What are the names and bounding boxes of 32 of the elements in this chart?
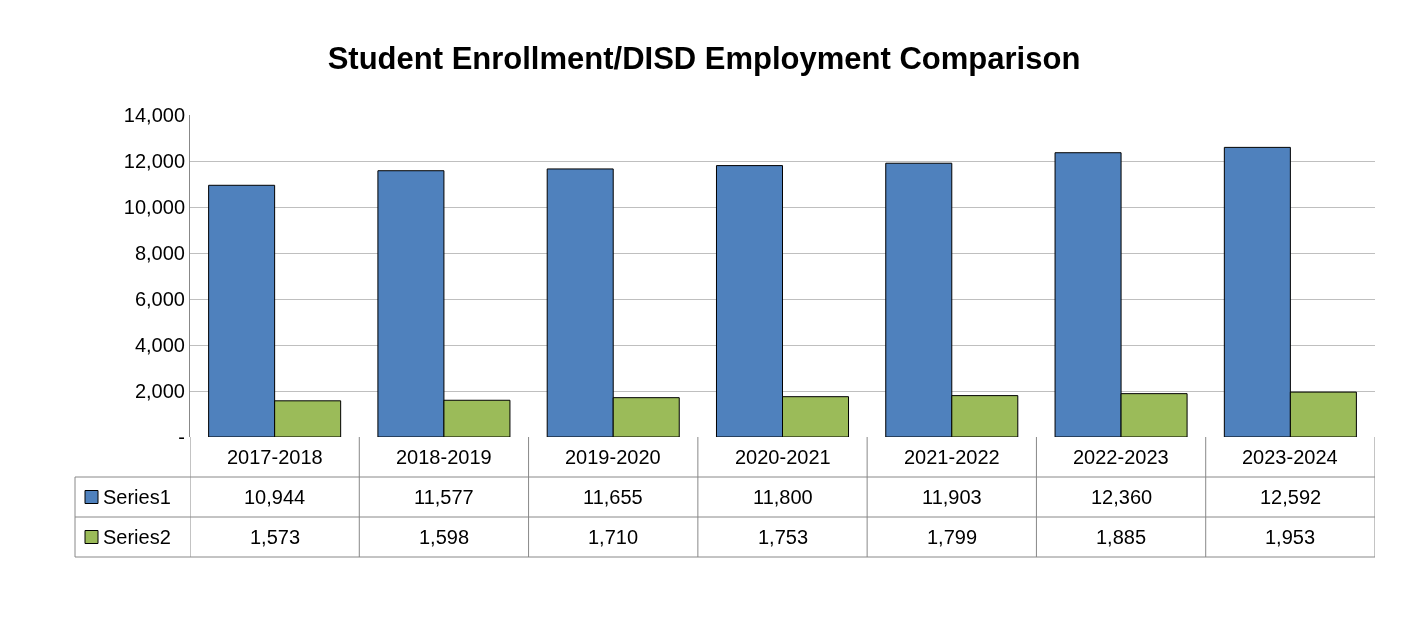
data-label: 10,944	[244, 486, 306, 508]
data-label: 11,800	[753, 486, 813, 508]
x-tick-label: 2020-2021	[735, 446, 831, 468]
data-label: 1,598	[419, 526, 470, 548]
data-label: 11,577	[414, 486, 474, 508]
x-tick-label: 2022-2023	[1073, 446, 1169, 468]
data-label: 11,903	[922, 486, 982, 508]
data-label: 1,753	[758, 526, 809, 548]
data-label: 1,885	[1096, 526, 1147, 548]
y-tick-label: 6,000	[134, 288, 185, 310]
y-tick-label: 14,000	[123, 104, 185, 126]
y-tick-label: -	[178, 426, 185, 448]
x-tick-label: 2017-2018	[227, 446, 323, 468]
x-tick-label: 2021-2022	[904, 446, 1000, 468]
y-tick-label: 8,000	[134, 242, 185, 264]
y-tick-label: 4,000	[134, 334, 185, 356]
chart-title: Student Enrollment/DISD Employment Comparison	[327, 40, 1081, 76]
y-tick-label: 2,000	[134, 380, 185, 402]
data-label: 1,573	[250, 526, 301, 548]
x-tick-label: 2023-2024	[1242, 446, 1338, 468]
data-label: 1,710	[588, 526, 639, 548]
legend-label: Series2	[103, 526, 171, 548]
y-tick-label: 10,000	[123, 196, 185, 218]
y-tick-label: 12,000	[123, 150, 185, 172]
x-tick-label: 2018-2019	[396, 446, 492, 468]
data-label: 1,799	[927, 526, 978, 548]
legend-label: Series1	[103, 486, 171, 508]
x-tick-label: 2019-2020	[565, 446, 661, 468]
data-label: 12,592	[1260, 486, 1322, 508]
data-label: 11,655	[583, 486, 643, 508]
data-label: 1,953	[1265, 526, 1316, 548]
data-label: 12,360	[1091, 486, 1153, 508]
